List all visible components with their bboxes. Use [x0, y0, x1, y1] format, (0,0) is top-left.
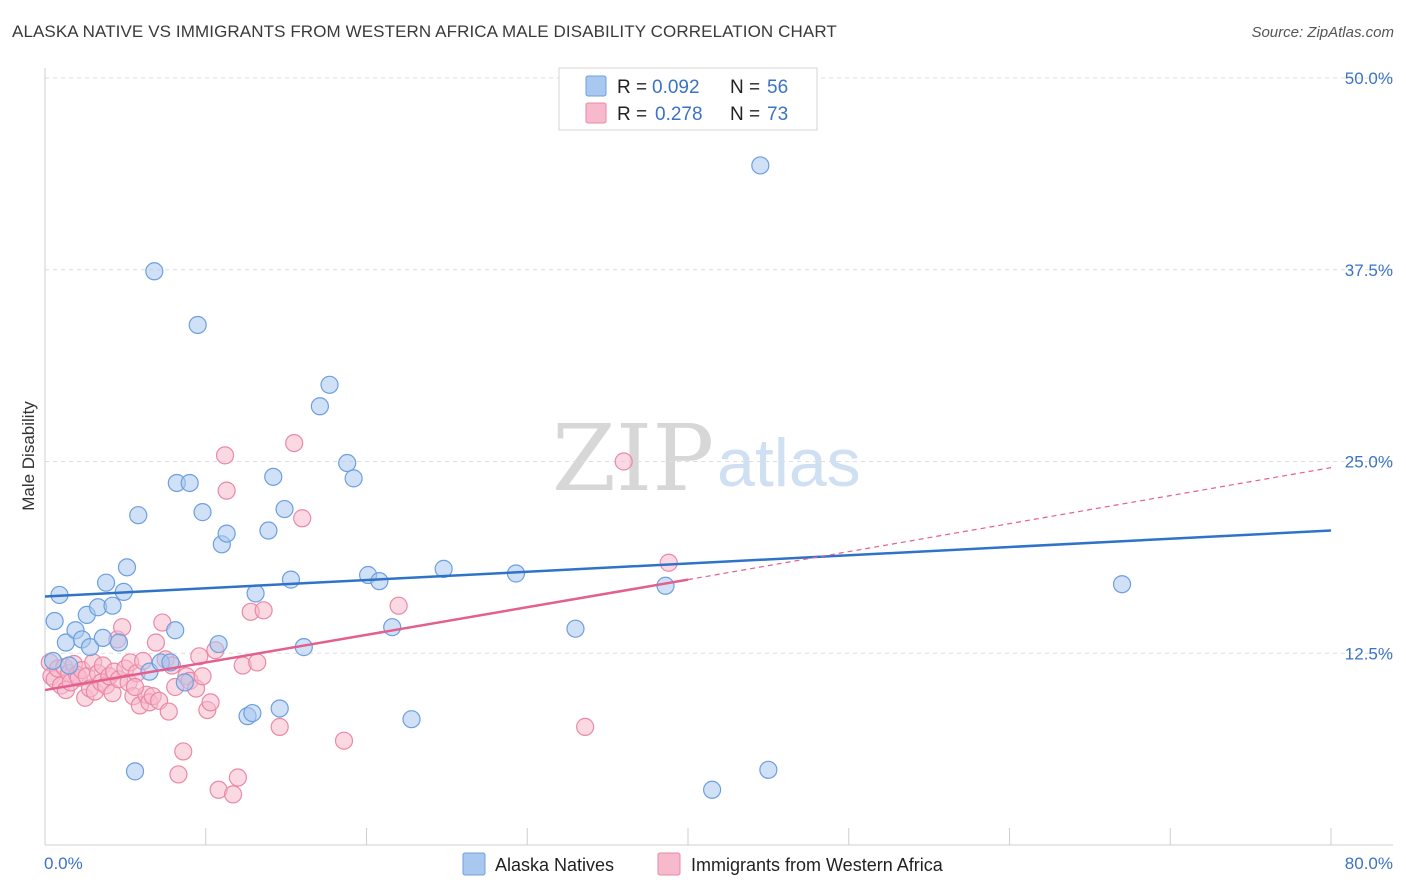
data-point: [243, 703, 262, 723]
legend-swatch-pink: [585, 102, 607, 124]
y-tick-label: 50.0%: [1345, 69, 1393, 88]
y-tick-labels: 12.5% 25.0% 37.5% 50.0%: [1345, 69, 1393, 663]
data-point: [254, 601, 273, 620]
trend-line-extension: [687, 467, 1332, 581]
data-point: [320, 375, 339, 394]
data-point: [209, 634, 228, 654]
legend-label-alaska-natives: Alaska Natives: [495, 855, 614, 875]
data-point: [344, 469, 363, 488]
legend-swatch-immigrants-western-africa: [657, 852, 681, 876]
data-point: [264, 467, 283, 486]
data-point: [103, 596, 122, 615]
data-point: [223, 785, 243, 804]
data-point: [60, 656, 79, 675]
legend-r-value-pink: 0.278: [655, 104, 703, 125]
data-point: [293, 509, 312, 528]
legend-n-value-blue: 56: [767, 77, 788, 98]
legend-r-value-blue: 0.092: [652, 77, 700, 98]
data-point: [338, 453, 357, 473]
watermark-zip: ZIP: [552, 405, 714, 512]
legend-r-label-blue: R =: [617, 77, 647, 98]
data-point: [125, 677, 145, 697]
data-point: [180, 473, 199, 493]
data-point: [125, 762, 145, 781]
data-point: [117, 558, 137, 577]
data-point: [193, 667, 212, 686]
data-point: [285, 433, 304, 453]
y-tick-label: 12.5%: [1345, 644, 1393, 663]
data-point: [96, 573, 116, 592]
data-point: [246, 584, 265, 603]
data-point: [248, 653, 267, 672]
data-point: [614, 452, 633, 471]
legend-n-label-pink: N =: [730, 104, 760, 125]
data-point: [751, 156, 770, 175]
data-point: [169, 765, 188, 784]
legend-n-label-blue: N =: [730, 77, 760, 98]
data-point: [193, 503, 212, 522]
data-point: [402, 710, 421, 729]
gridlines: [45, 77, 1393, 654]
data-point: [175, 673, 194, 692]
source-label: Source: ZipAtlas.com: [1251, 24, 1394, 41]
data-point: [566, 619, 585, 638]
y-tick-label: 37.5%: [1345, 261, 1393, 280]
data-point: [576, 717, 595, 736]
x-tick-label-max: 80.0%: [1345, 854, 1393, 873]
data-point: [281, 570, 301, 589]
data-point: [113, 618, 132, 637]
data-point: [217, 524, 236, 543]
data-point: [383, 618, 402, 637]
data-point: [146, 633, 166, 652]
data-point: [217, 481, 236, 500]
y-axis-label: Male Disability: [19, 401, 38, 511]
data-point: [270, 699, 289, 718]
watermark-atlas: atlas: [717, 425, 861, 501]
data-point: [215, 446, 235, 465]
trend-lines: [44, 467, 1332, 692]
data-point: [270, 717, 289, 736]
data-point: [275, 499, 294, 519]
data-point: [159, 702, 178, 721]
series-alaska-natives: [43, 156, 1132, 799]
axes: [44, 68, 1393, 846]
series-legend: Alaska Natives Immigrants from Western A…: [462, 852, 944, 876]
data-point: [228, 768, 247, 787]
data-point: [174, 742, 193, 761]
data-point: [659, 553, 678, 572]
data-point: [703, 780, 722, 799]
data-point: [310, 397, 329, 416]
chart-title: ALASKA NATIVE VS IMMIGRANTS FROM WESTERN…: [12, 22, 837, 41]
x-ticks: [44, 828, 1332, 845]
data-point: [145, 262, 164, 281]
legend-n-value-pink: 73: [767, 104, 788, 125]
data-point: [1112, 575, 1132, 594]
data-point: [259, 521, 278, 540]
data-point: [93, 628, 112, 648]
data-point: [109, 633, 129, 652]
data-point: [434, 559, 453, 578]
legend-swatch-alaska-natives: [462, 852, 486, 876]
legend-r-label-pink: R =: [617, 104, 647, 125]
data-point: [188, 315, 207, 335]
correlation-legend: R = 0.092 N = 56 R = 0.278 N = 73: [558, 67, 818, 131]
data-point: [370, 572, 389, 591]
data-point: [129, 506, 148, 525]
data-point: [80, 638, 100, 657]
data-point: [759, 760, 778, 779]
y-tick-label: 25.0%: [1345, 453, 1393, 472]
x-tick-label-min: 0.0%: [44, 854, 83, 873]
trend-line-immigrants-western-africa: [44, 578, 689, 692]
data-point: [334, 731, 354, 750]
legend-swatch-blue: [585, 75, 607, 97]
trend-line-alaska-natives: [44, 529, 1332, 598]
legend-label-immigrants-western-africa: Immigrants from Western Africa: [691, 855, 944, 875]
data-point: [43, 651, 63, 671]
data-point: [45, 611, 64, 631]
data-point: [389, 596, 408, 615]
data-point: [166, 621, 185, 640]
data-point: [201, 693, 220, 712]
